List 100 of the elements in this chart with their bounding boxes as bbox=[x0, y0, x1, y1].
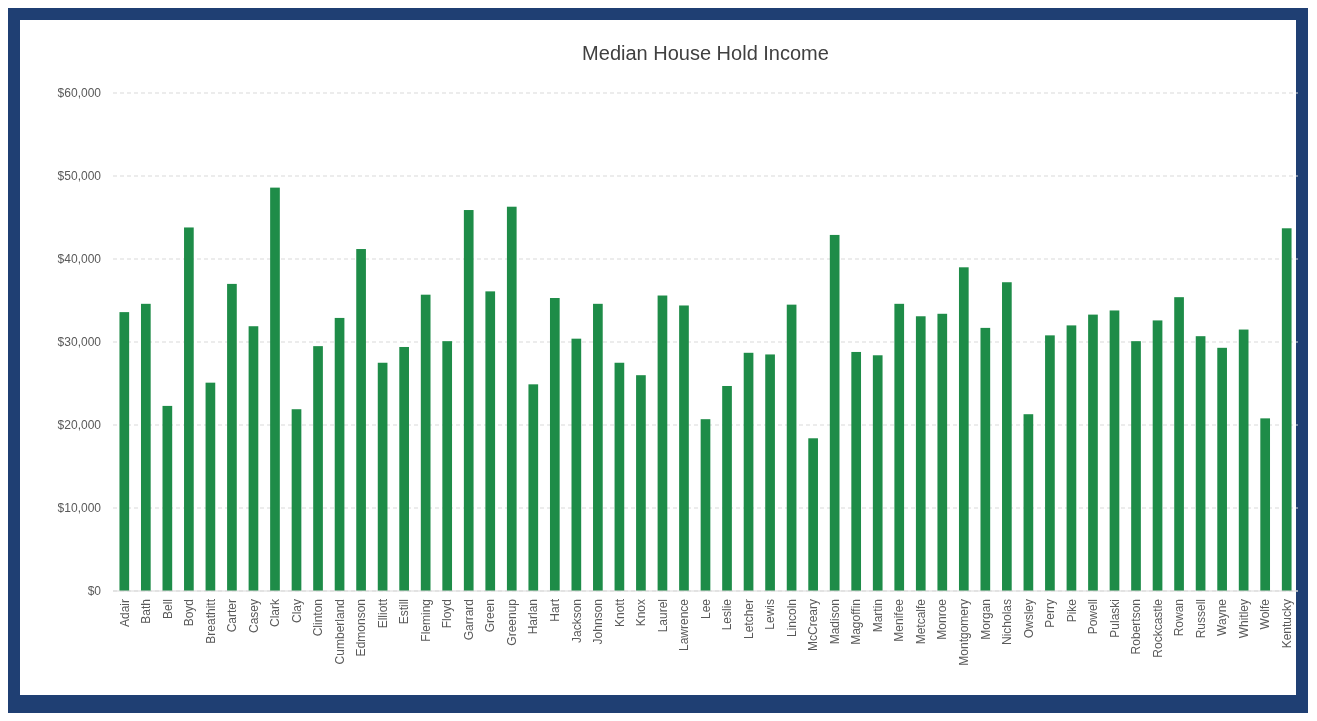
bar bbox=[549, 298, 560, 591]
x-tick-label: Clay bbox=[289, 599, 304, 624]
bar bbox=[528, 384, 539, 591]
y-tick-label: $10,000 bbox=[57, 501, 102, 516]
bar bbox=[291, 409, 302, 591]
x-tick-label: Green bbox=[483, 599, 498, 633]
x-tick-label: Johnson bbox=[591, 599, 606, 645]
x-tick-label: Elliott bbox=[375, 598, 390, 629]
bar bbox=[334, 317, 345, 591]
bar bbox=[184, 227, 194, 591]
bar bbox=[356, 249, 366, 591]
x-tick-label: Morgan bbox=[978, 599, 993, 640]
bar bbox=[1088, 314, 1098, 591]
x-tick-label: Lewis bbox=[763, 599, 778, 630]
bar bbox=[1238, 329, 1249, 591]
x-tick-label: Harlan bbox=[526, 599, 541, 635]
x-tick-label: McCreary bbox=[806, 599, 821, 652]
bar bbox=[958, 267, 969, 591]
bar bbox=[1260, 418, 1271, 591]
x-tick-label: Adair bbox=[117, 599, 132, 628]
x-tick-label: Owsley bbox=[1021, 599, 1036, 639]
x-tick-label: Edmonson bbox=[354, 599, 369, 657]
bar bbox=[571, 338, 582, 591]
x-tick-label: Kentucky bbox=[1279, 599, 1294, 649]
x-tick-label: Montgomery bbox=[957, 599, 972, 666]
x-tick-label: Hart bbox=[548, 598, 563, 622]
bar bbox=[1281, 228, 1292, 591]
x-tick-label: Casey bbox=[246, 599, 261, 634]
bar bbox=[227, 283, 237, 591]
x-tick-label: Lee bbox=[698, 598, 713, 620]
bar bbox=[1109, 310, 1120, 591]
x-tick-label: Magoffin bbox=[849, 599, 864, 645]
bar bbox=[506, 206, 517, 591]
bar bbox=[270, 187, 280, 591]
bar bbox=[119, 312, 130, 591]
x-tick-label: Laurel bbox=[655, 599, 670, 633]
x-tick-label: Carter bbox=[225, 599, 240, 633]
bar bbox=[657, 295, 668, 591]
chart-title: Median House Hold Income bbox=[582, 42, 829, 64]
bar bbox=[485, 291, 496, 591]
bar bbox=[679, 305, 689, 591]
bar bbox=[420, 294, 431, 591]
bar bbox=[894, 303, 905, 591]
bar bbox=[700, 419, 711, 591]
y-tick-label: $0 bbox=[87, 584, 102, 599]
x-tick-label: Martin bbox=[870, 599, 885, 633]
x-tick-label: Estill bbox=[397, 599, 412, 625]
bar bbox=[1174, 297, 1184, 591]
x-tick-label: Lincoln bbox=[784, 599, 799, 638]
bar bbox=[786, 304, 797, 591]
x-tick-label: Metcalfe bbox=[913, 598, 928, 645]
x-tick-label: Cumberland bbox=[332, 599, 347, 665]
bar bbox=[614, 362, 625, 591]
x-tick-label: Bath bbox=[139, 599, 154, 624]
bar bbox=[463, 210, 474, 591]
x-tick-label: Wolfe bbox=[1258, 598, 1273, 630]
bar bbox=[872, 355, 883, 591]
x-tick-label: Nicholas bbox=[1000, 599, 1015, 646]
x-tick-label: Bell bbox=[160, 599, 175, 620]
bar bbox=[1131, 341, 1141, 591]
bar bbox=[399, 346, 409, 591]
bar bbox=[140, 303, 151, 591]
bar bbox=[1066, 325, 1077, 591]
x-tick-label: Clark bbox=[268, 598, 283, 628]
y-tick-label: $40,000 bbox=[57, 252, 102, 267]
x-tick-label: Madison bbox=[827, 599, 842, 645]
bar bbox=[1045, 335, 1055, 591]
x-tick-label: Wayne bbox=[1215, 598, 1230, 636]
x-tick-label: Rowan bbox=[1172, 599, 1187, 637]
bar bbox=[915, 316, 926, 591]
bar bbox=[1195, 336, 1206, 591]
bar bbox=[442, 341, 453, 591]
x-tick-label: Leslie bbox=[720, 598, 735, 631]
x-tick-label: Powell bbox=[1086, 599, 1101, 635]
x-tick-label: Pulaski bbox=[1107, 599, 1122, 638]
bar bbox=[1023, 414, 1034, 591]
x-tick-label: Rockcastle bbox=[1150, 598, 1165, 658]
x-tick-label: Garrard bbox=[461, 599, 476, 641]
bar bbox=[636, 375, 646, 591]
bar bbox=[829, 234, 840, 591]
x-tick-label: Fleming bbox=[418, 599, 433, 642]
x-tick-label: Menifee bbox=[892, 598, 907, 642]
x-tick-label: Pike bbox=[1064, 598, 1079, 623]
bar bbox=[377, 362, 388, 591]
x-tick-label: Perry bbox=[1043, 599, 1058, 628]
x-tick-label: Boyd bbox=[182, 599, 197, 627]
bar bbox=[162, 405, 173, 591]
x-tick-label: Greenup bbox=[504, 598, 519, 646]
y-tick-label: $20,000 bbox=[57, 418, 102, 433]
x-tick-label: Clinton bbox=[311, 599, 326, 637]
x-tick-label: Knott bbox=[612, 598, 627, 628]
x-tick-label: Letcher bbox=[741, 599, 756, 640]
bar bbox=[851, 351, 862, 591]
x-tick-label: Breathitt bbox=[203, 598, 218, 644]
y-tick-label: $30,000 bbox=[57, 335, 102, 350]
bar bbox=[205, 382, 216, 591]
bar bbox=[808, 438, 818, 591]
bar bbox=[248, 326, 259, 591]
bar bbox=[1152, 320, 1163, 591]
bar bbox=[980, 327, 991, 591]
